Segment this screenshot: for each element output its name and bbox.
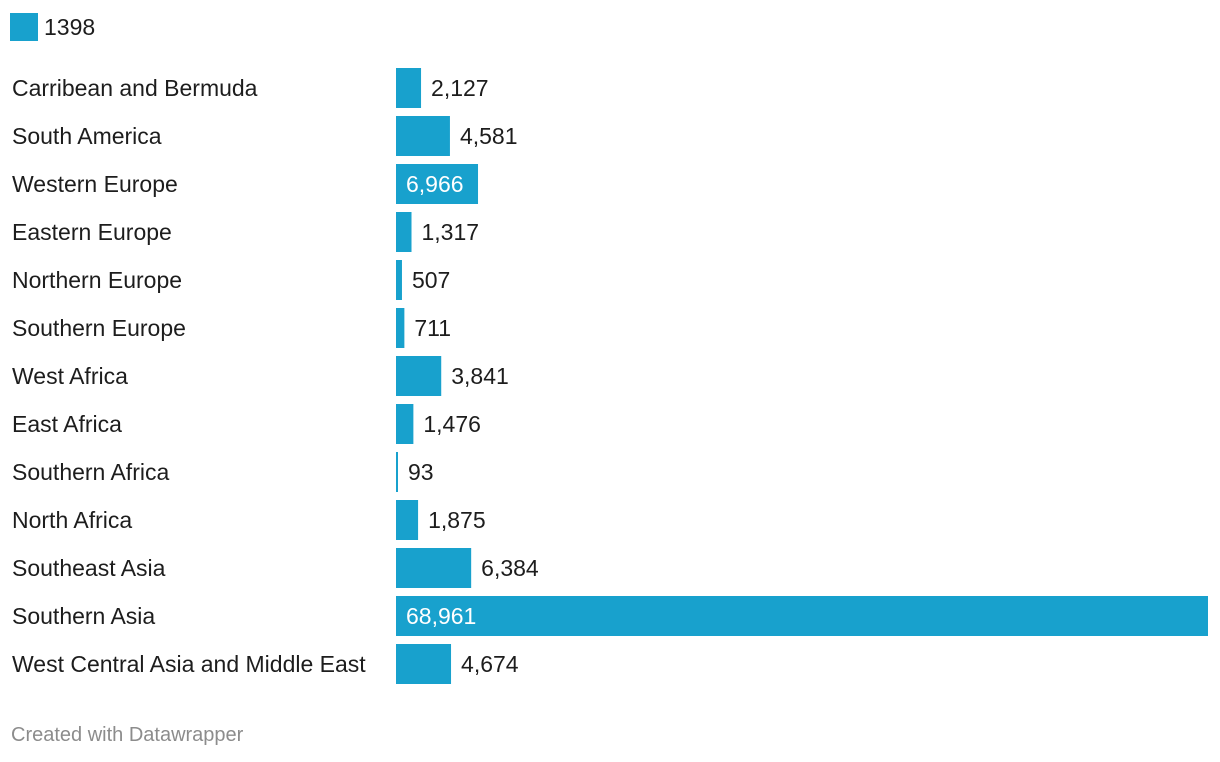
- bar: [396, 68, 422, 108]
- bar: [396, 356, 442, 396]
- category-label: West Africa: [12, 363, 128, 389]
- category-label: Southeast Asia: [12, 555, 166, 581]
- bar: [396, 164, 479, 204]
- bar: [396, 116, 450, 156]
- legend-swatch: [10, 13, 38, 41]
- bar: [396, 500, 419, 540]
- bar-row: Carribean and Bermuda 2,127: [12, 68, 489, 108]
- value-label: 3,841: [451, 363, 509, 389]
- bar: [396, 308, 405, 348]
- footer-credit: Created with Datawrapper: [11, 724, 244, 746]
- bar: [396, 644, 452, 684]
- value-label: 2,127: [431, 75, 489, 101]
- category-label: East Africa: [12, 411, 122, 437]
- value-label: 68,961: [406, 603, 476, 629]
- bar-row: West Central Asia and Middle East 4,674: [12, 644, 519, 684]
- value-label: 4,581: [460, 123, 518, 149]
- value-label: 1,317: [422, 219, 480, 245]
- bar-row: Southern Europe 711: [12, 308, 451, 348]
- legend-label: 1398: [44, 14, 96, 40]
- bar-row: East Africa 1,476: [12, 404, 481, 444]
- value-label: 1,476: [423, 411, 481, 437]
- category-label: Southern Africa: [12, 459, 169, 485]
- category-label: North Africa: [12, 507, 132, 533]
- value-label: 6,966: [406, 171, 464, 197]
- value-label: 4,674: [461, 651, 519, 677]
- category-label: Southern Europe: [12, 315, 186, 341]
- category-label: Southern Asia: [12, 603, 155, 629]
- bar-row: West Africa 3,841: [12, 356, 509, 396]
- category-label: Eastern Europe: [12, 219, 172, 245]
- chart-legend: 1398: [10, 12, 95, 42]
- bar-row: South America 4,581: [12, 116, 518, 156]
- bar: [396, 212, 412, 252]
- category-label: West Central Asia and Middle East: [12, 651, 366, 677]
- bar-row: Southeast Asia 6,384: [12, 548, 539, 588]
- bar: [396, 260, 402, 300]
- bar-row: Eastern Europe 1,317: [12, 212, 479, 252]
- category-label: Carribean and Bermuda: [12, 75, 258, 101]
- bar: [396, 452, 398, 492]
- bar: [396, 596, 1208, 636]
- value-label: 507: [412, 267, 450, 293]
- value-label: 711: [414, 315, 451, 341]
- bar-row: Western Europe 6,966: [12, 164, 479, 204]
- bar-row: Southern Asia 68,961: [12, 596, 1208, 636]
- bar: [396, 404, 414, 444]
- category-label: South America: [12, 123, 162, 149]
- category-label: Northern Europe: [12, 267, 182, 293]
- value-label: 93: [408, 459, 434, 485]
- bar-row: Southern Africa 93: [12, 452, 434, 492]
- bar-row: North Africa 1,875: [12, 500, 486, 540]
- value-label: 1,875: [428, 507, 486, 533]
- bar: [396, 548, 472, 588]
- value-label: 6,384: [481, 555, 539, 581]
- category-label: Western Europe: [12, 171, 178, 197]
- bar-chart: Carribean and Bermuda 2,127 South America 4…: [12, 68, 1208, 684]
- bar-row: Northern Europe 507: [12, 260, 450, 300]
